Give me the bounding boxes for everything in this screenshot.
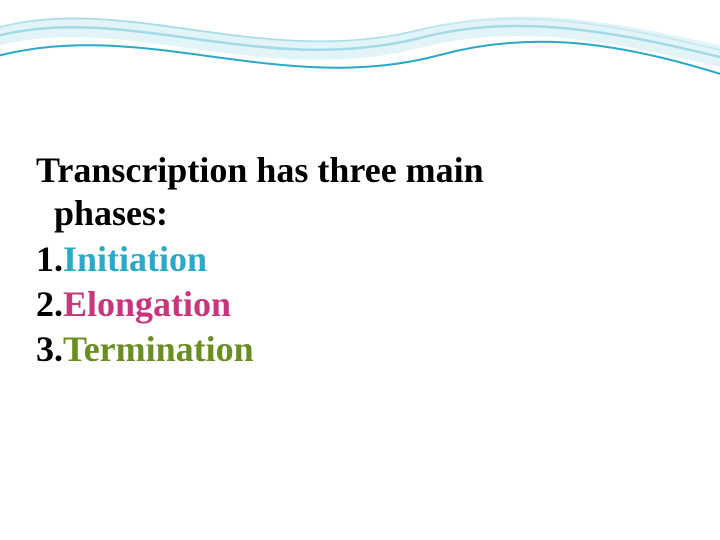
list-number: 3. <box>36 329 63 369</box>
list-item-3: 3.Termination <box>36 327 684 372</box>
list-term: Initiation <box>63 239 207 279</box>
slide-content: Transcription has three main phases: 1.I… <box>36 150 684 372</box>
heading-line-2: phases: <box>36 193 684 234</box>
list-term: Elongation <box>63 284 231 324</box>
heading-line-1: Transcription has three main <box>36 150 684 191</box>
list-item-1: 1.Initiation <box>36 237 684 282</box>
wave-svg <box>0 0 720 110</box>
list-item-2: 2.Elongation <box>36 282 684 327</box>
list-number: 2. <box>36 284 63 324</box>
list-term: Termination <box>63 329 254 369</box>
list-number: 1. <box>36 239 63 279</box>
decorative-wave <box>0 0 720 100</box>
